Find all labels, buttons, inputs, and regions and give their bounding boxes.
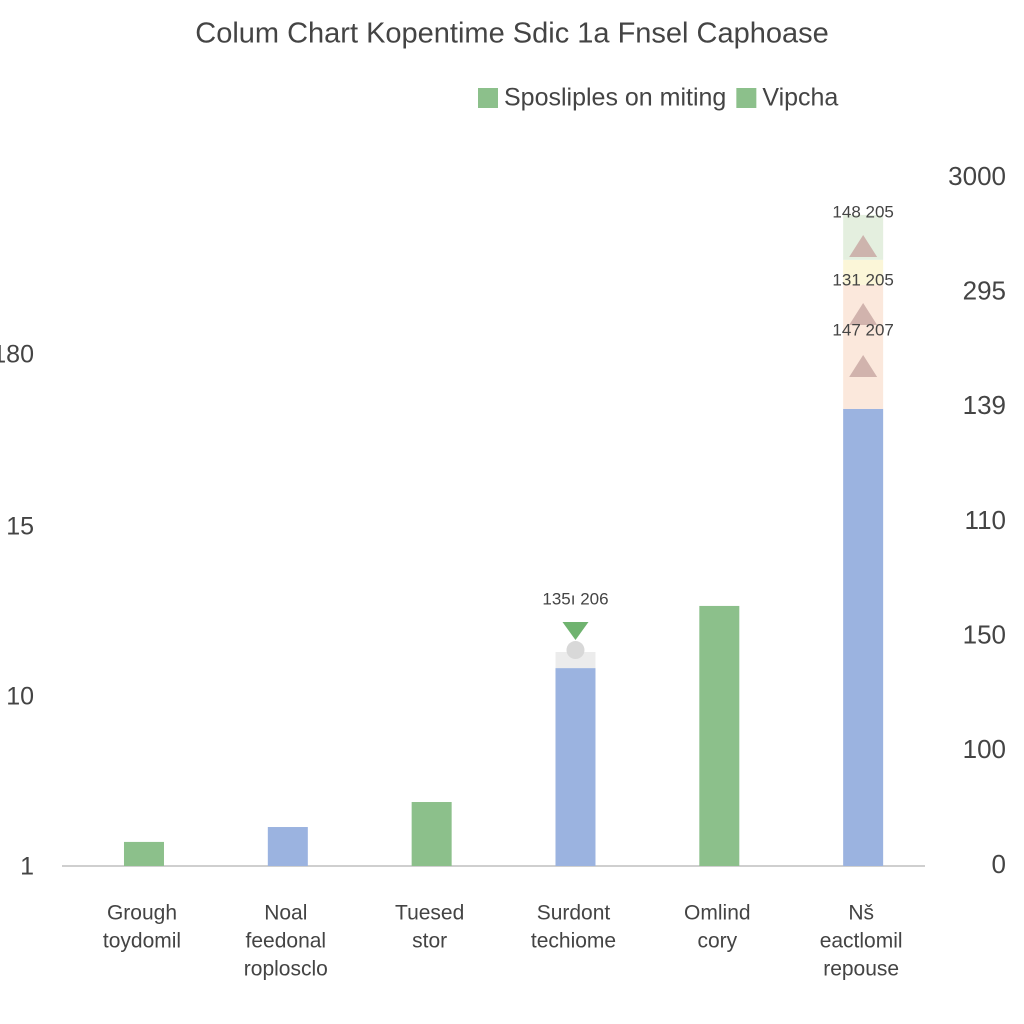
annotation: 147 207 bbox=[832, 320, 893, 339]
x-tick-label: repouse bbox=[823, 958, 899, 981]
y2-tick-label: 139 bbox=[963, 390, 1006, 420]
marker bbox=[849, 303, 878, 325]
x-tick-label: Noal bbox=[264, 902, 307, 925]
y2-tick-label: 295 bbox=[963, 276, 1006, 306]
y-tick-label: 1 bbox=[20, 853, 34, 881]
x-tick-label: feedonal bbox=[246, 930, 327, 953]
y-tick-label: 15 bbox=[6, 513, 34, 541]
legend-label: Vipcha bbox=[762, 84, 838, 112]
stack-segment bbox=[555, 652, 596, 669]
x-tick-label: techiome bbox=[531, 930, 616, 953]
x-tick-label: cory bbox=[697, 930, 737, 953]
y2-tick-label: 100 bbox=[963, 734, 1006, 764]
y2-tick-label: 3000 bbox=[948, 161, 1006, 191]
bar bbox=[267, 827, 308, 866]
y-tick-label: 180 bbox=[0, 341, 34, 369]
x-tick-label: Omlind bbox=[684, 902, 751, 925]
legend-swatch bbox=[736, 88, 757, 108]
annotation: 131 205 bbox=[832, 270, 893, 289]
y2-tick-label: 0 bbox=[992, 849, 1006, 879]
x-tick-label: roplosclo bbox=[244, 958, 328, 981]
annotation: 148 205 bbox=[832, 202, 893, 221]
chart-title: Colum Chart Kopentime Sdic 1a Fnsel Caph… bbox=[195, 18, 829, 50]
x-tick-label: Tuesed bbox=[395, 902, 464, 925]
bar bbox=[843, 408, 884, 866]
y-tick-label: 10 bbox=[6, 683, 34, 711]
legend-swatch bbox=[478, 88, 498, 108]
annotation: 135ı 206 bbox=[542, 590, 608, 609]
y2-tick-label: 150 bbox=[963, 620, 1006, 650]
y2-tick-label: 110 bbox=[965, 505, 1006, 535]
bar bbox=[699, 605, 740, 866]
x-tick-label: eactlomil bbox=[820, 930, 903, 953]
bar bbox=[555, 668, 596, 866]
legend-label: Sposliples on miting bbox=[504, 84, 726, 112]
x-tick-label: stor bbox=[412, 930, 447, 953]
x-tick-label: Nš bbox=[848, 902, 874, 925]
marker bbox=[849, 355, 878, 377]
marker bbox=[566, 641, 585, 660]
marker bbox=[562, 622, 589, 641]
bar bbox=[123, 841, 164, 866]
x-tick-label: Surdont bbox=[537, 902, 611, 925]
x-tick-label: toydomil bbox=[103, 930, 181, 953]
x-tick-label: Grough bbox=[107, 902, 177, 925]
bar bbox=[411, 802, 452, 866]
stack-segment bbox=[843, 259, 884, 285]
marker bbox=[849, 235, 878, 257]
